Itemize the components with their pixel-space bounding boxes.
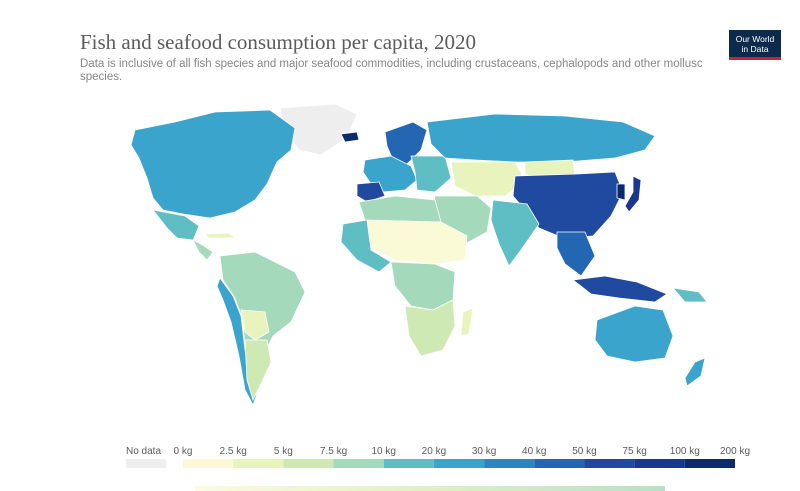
region-madagascar[interactable]: [460, 307, 474, 337]
legend-bin-5[interactable]: [433, 459, 485, 468]
region-africa-sahel[interactable]: [364, 219, 468, 265]
region-central-america[interactable]: [192, 239, 214, 261]
legend-bin-8[interactable]: [584, 459, 635, 468]
region-caribbean[interactable]: [204, 232, 237, 239]
legend-bin-2[interactable]: [283, 459, 334, 468]
region-north-america[interactable]: [130, 109, 296, 219]
region-korea[interactable]: [616, 183, 626, 201]
legend-bin-6[interactable]: [484, 459, 535, 468]
legend-bin-9[interactable]: [634, 459, 685, 468]
legend-tick-label: 2.5 kg: [220, 446, 247, 457]
region-russia[interactable]: [426, 113, 656, 163]
region-central-asia[interactable]: [450, 161, 526, 197]
region-bolivia-paraguay[interactable]: [240, 309, 270, 341]
legend-no-data-label: No data: [126, 446, 161, 457]
region-southeast-asia[interactable]: [556, 231, 596, 277]
region-indonesia[interactable]: [571, 275, 668, 303]
world-map: [130, 103, 708, 406]
bottom-cropped-band: [195, 486, 665, 491]
legend-bin-0[interactable]: [183, 459, 234, 468]
legend-tick-label: 30 kg: [472, 446, 496, 457]
legend-tick-label: 20 kg: [422, 446, 446, 457]
legend-bins: 0 kg 2.5 kg 5 kg 7.5 kg 10 kg 20 kg 30 kg 40 kg…: [174, 446, 750, 468]
region-japan[interactable]: [624, 175, 642, 213]
logo-line-2: in Data: [741, 44, 769, 54]
logo-line-1: Our World: [735, 34, 775, 44]
chart-title: Fish and seafood consumption per capita,…: [80, 30, 477, 54]
owid-logo[interactable]: Our World in Data: [729, 30, 781, 60]
chart-subtitle: Data is inclusive of all fish species an…: [80, 58, 703, 83]
region-png[interactable]: [671, 287, 708, 303]
legend-tick-label: 75 kg: [622, 446, 646, 457]
region-australia[interactable]: [594, 305, 674, 363]
legend-bin-1[interactable]: [233, 459, 284, 468]
region-africa-south[interactable]: [404, 299, 456, 357]
legend-tick-label: 5 kg: [274, 446, 293, 457]
legend-tick-label: 7.5 kg: [320, 446, 347, 457]
region-india[interactable]: [490, 199, 540, 267]
region-argentina[interactable]: [244, 339, 272, 402]
region-africa-west[interactable]: [340, 219, 392, 273]
legend-bin-10[interactable]: [684, 459, 735, 468]
region-eastern-europe[interactable]: [410, 155, 452, 193]
region-iceland[interactable]: [340, 131, 360, 143]
legend-tick-label: 100 kg: [670, 446, 700, 457]
legend-tick-label: 200 kg: [720, 446, 750, 457]
legend-bin-3[interactable]: [333, 459, 384, 468]
legend-tick-label: 40 kg: [522, 446, 546, 457]
legend-no-data-swatch: [126, 459, 166, 468]
legend-bin-4[interactable]: [383, 459, 434, 468]
legend-tick-label: 50 kg: [572, 446, 596, 457]
region-africa-central[interactable]: [390, 261, 456, 311]
legend-tick-label: 10 kg: [371, 446, 395, 457]
legend-bin-7[interactable]: [534, 459, 585, 468]
region-new-zealand[interactable]: [684, 357, 706, 387]
legend-tick-label: 0 kg: [174, 446, 193, 457]
